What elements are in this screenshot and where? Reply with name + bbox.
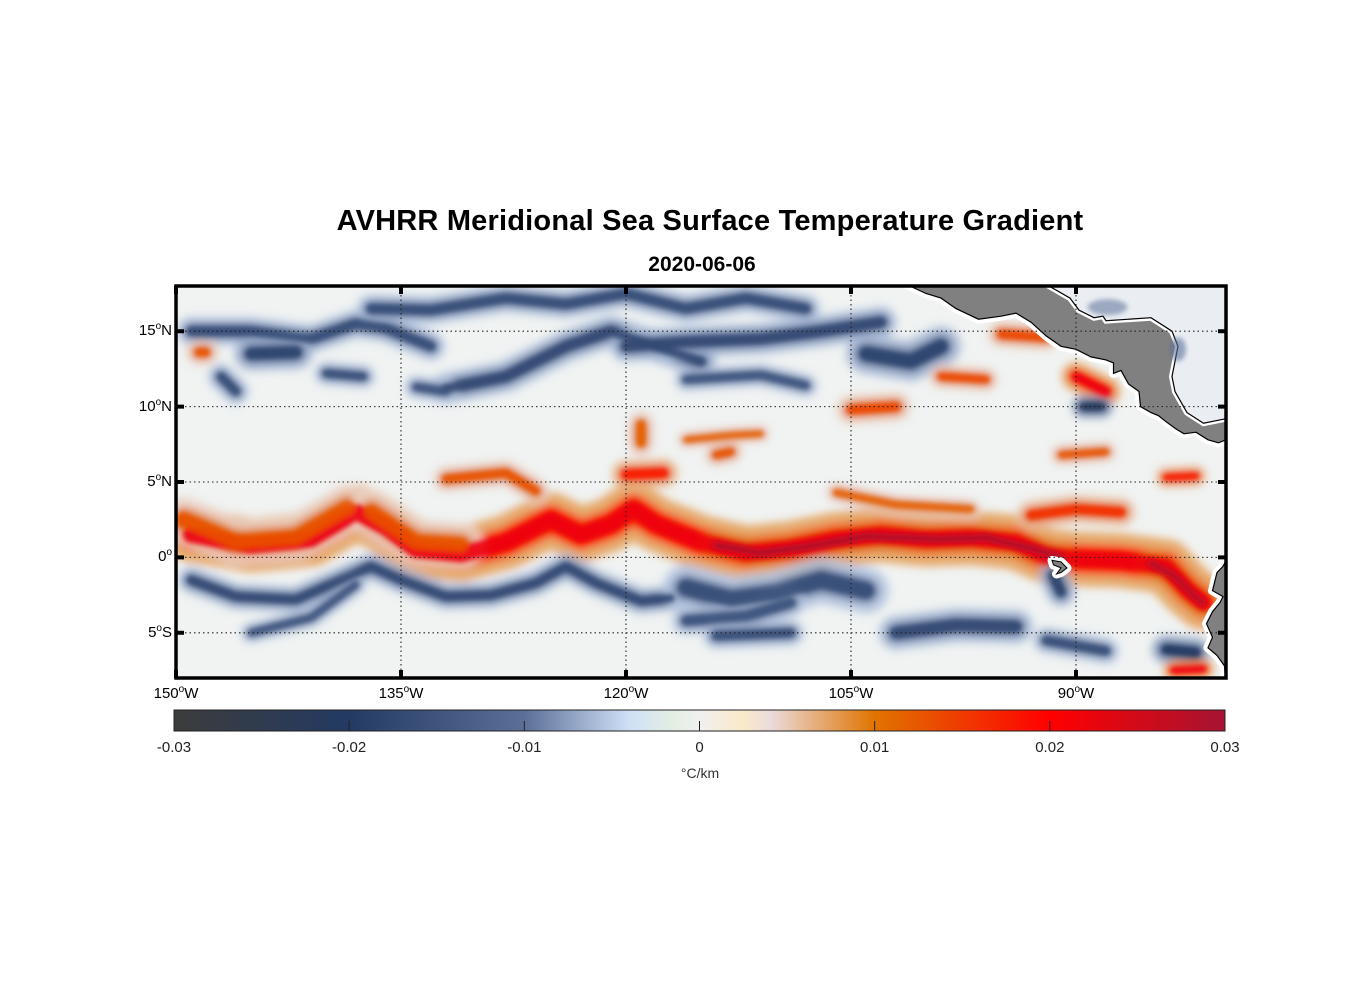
longitude-tick-label: 135oW (378, 684, 424, 702)
colorbar-tick-label: -0.01 (507, 739, 542, 756)
colorbar-tick-label: 0 (695, 739, 704, 756)
gradient-feature-core (679, 573, 873, 607)
gradient-feature-core (176, 500, 356, 549)
gradient-feature-core (891, 620, 1021, 638)
gradient-feature-core (681, 598, 796, 625)
gradient-feature-core (937, 373, 990, 383)
colorbar-tick-label: 0.01 (860, 739, 890, 756)
gradient-feature-core (1170, 666, 1207, 674)
chart-subtitle: 2020-06-06 (648, 253, 756, 276)
longitude-tick-label: 105oW (828, 684, 874, 702)
gradient-feature-core (621, 317, 886, 351)
gradient-feature-core (1147, 559, 1206, 607)
latitude-tick-label: 10oN (138, 396, 172, 415)
gradient-feature-core (1071, 372, 1111, 396)
gradient-feature-core (441, 326, 706, 394)
gradient-feature-core (442, 469, 540, 495)
colorbar-tick-label: -0.02 (332, 739, 367, 756)
gradient-feature-core (621, 468, 668, 479)
gradient-feature-core (322, 370, 367, 380)
longitude-tick-label: 150oW (153, 684, 199, 702)
gradient-feature-core (712, 532, 1065, 562)
gradient-feature-core (860, 340, 947, 368)
gradient-feature-core (217, 372, 240, 396)
latitude-tick-label: 5oN (147, 472, 172, 490)
gradient-feature-core (682, 371, 810, 389)
caribbean-feature (1170, 337, 1186, 362)
gradient-feature-core (833, 489, 974, 512)
gradient-feature-core (364, 505, 468, 552)
land-galapagos (1051, 559, 1068, 575)
gradient-feature-core (712, 629, 795, 640)
gradient-feature-core (1163, 473, 1199, 481)
gradient-feature-core (1049, 571, 1066, 597)
land-central-america (908, 286, 1226, 444)
gradient-feature-core (412, 383, 450, 395)
colorbar-tick-label: -0.03 (156, 739, 192, 756)
axis-ticks (174, 286, 1226, 678)
colorbar-unit-label: °C/km (680, 765, 720, 781)
colorbar (173, 709, 1226, 732)
gradient-feature-core (683, 431, 764, 443)
gradient-feature-core (187, 562, 675, 605)
caribbean-feature (1087, 299, 1128, 316)
gradient-feature-core (248, 581, 359, 636)
gradient-feature-core (1058, 448, 1109, 458)
colorbar-tick-label: 0.02 (1035, 739, 1065, 756)
latitude-tick-label: 15oN (138, 321, 172, 340)
gradient-feature-core (246, 347, 301, 359)
map-plot-area (176, 286, 1226, 678)
land-south-america (1205, 559, 1226, 678)
gradient-feature-core (366, 289, 811, 315)
colorbar-tick-label: 0.03 (1210, 739, 1240, 756)
longitude-tick-label: 120oW (603, 684, 649, 702)
gradient-feature-core (997, 330, 1050, 342)
longitude-tick-label: 90oW (1057, 684, 1095, 702)
gradient-feature-core (1161, 645, 1201, 657)
latitude-tick-label: 0o (158, 547, 172, 566)
chart-title: AVHRR Meridional Sea Surface Temperature… (336, 205, 1084, 237)
gradient-feature-core (1026, 504, 1126, 520)
gradient-feature-core (1042, 636, 1110, 655)
colorbar-ticks (348, 721, 1051, 731)
latitude-tick-label: 5oS (148, 622, 172, 641)
gradient-feature-core (712, 448, 735, 459)
